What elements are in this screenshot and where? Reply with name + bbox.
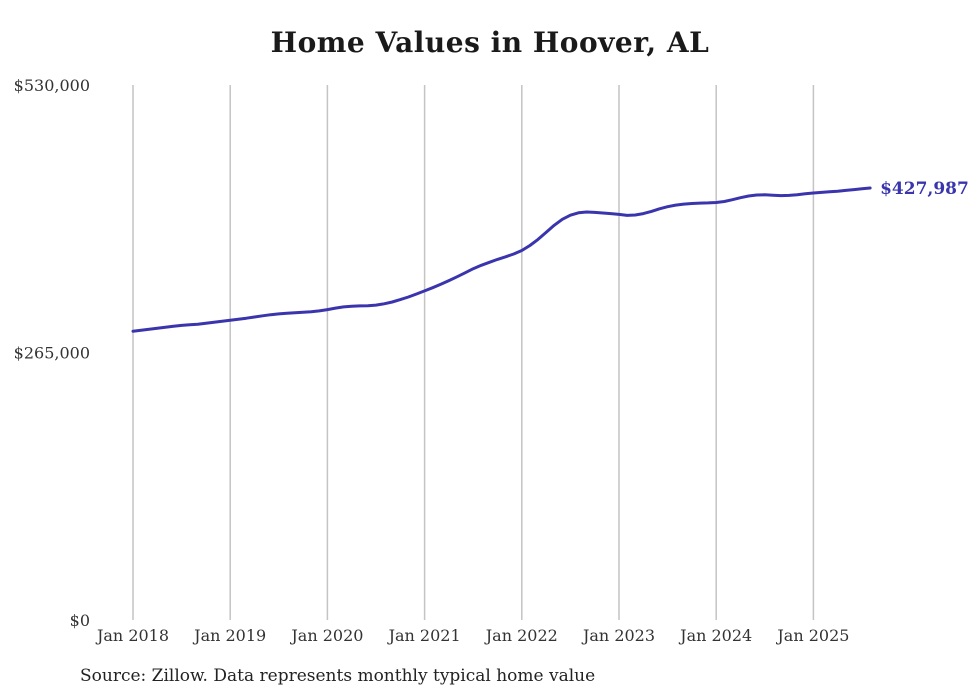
y-tick-label: $265,000 bbox=[14, 344, 90, 363]
y-tick-label: $530,000 bbox=[14, 76, 90, 95]
y-tick-label: $0 bbox=[70, 611, 90, 630]
x-tick-label: Jan 2022 bbox=[484, 626, 558, 645]
x-tick-label: Jan 2018 bbox=[95, 626, 169, 645]
x-tick-label: Jan 2020 bbox=[289, 626, 363, 645]
x-tick-label: Jan 2023 bbox=[581, 626, 655, 645]
x-tick-label: Jan 2024 bbox=[678, 626, 752, 645]
chart-title: Home Values in Hoover, AL bbox=[270, 26, 710, 59]
x-tick-label: Jan 2021 bbox=[387, 626, 461, 645]
home-value-series-line bbox=[131, 186, 872, 333]
x-tick-label: Jan 2019 bbox=[192, 626, 266, 645]
x-tick-label: Jan 2025 bbox=[775, 626, 849, 645]
latest-value-label: $427,987 bbox=[880, 179, 969, 199]
source-note: Source: Zillow. Data represents monthly … bbox=[80, 666, 596, 686]
